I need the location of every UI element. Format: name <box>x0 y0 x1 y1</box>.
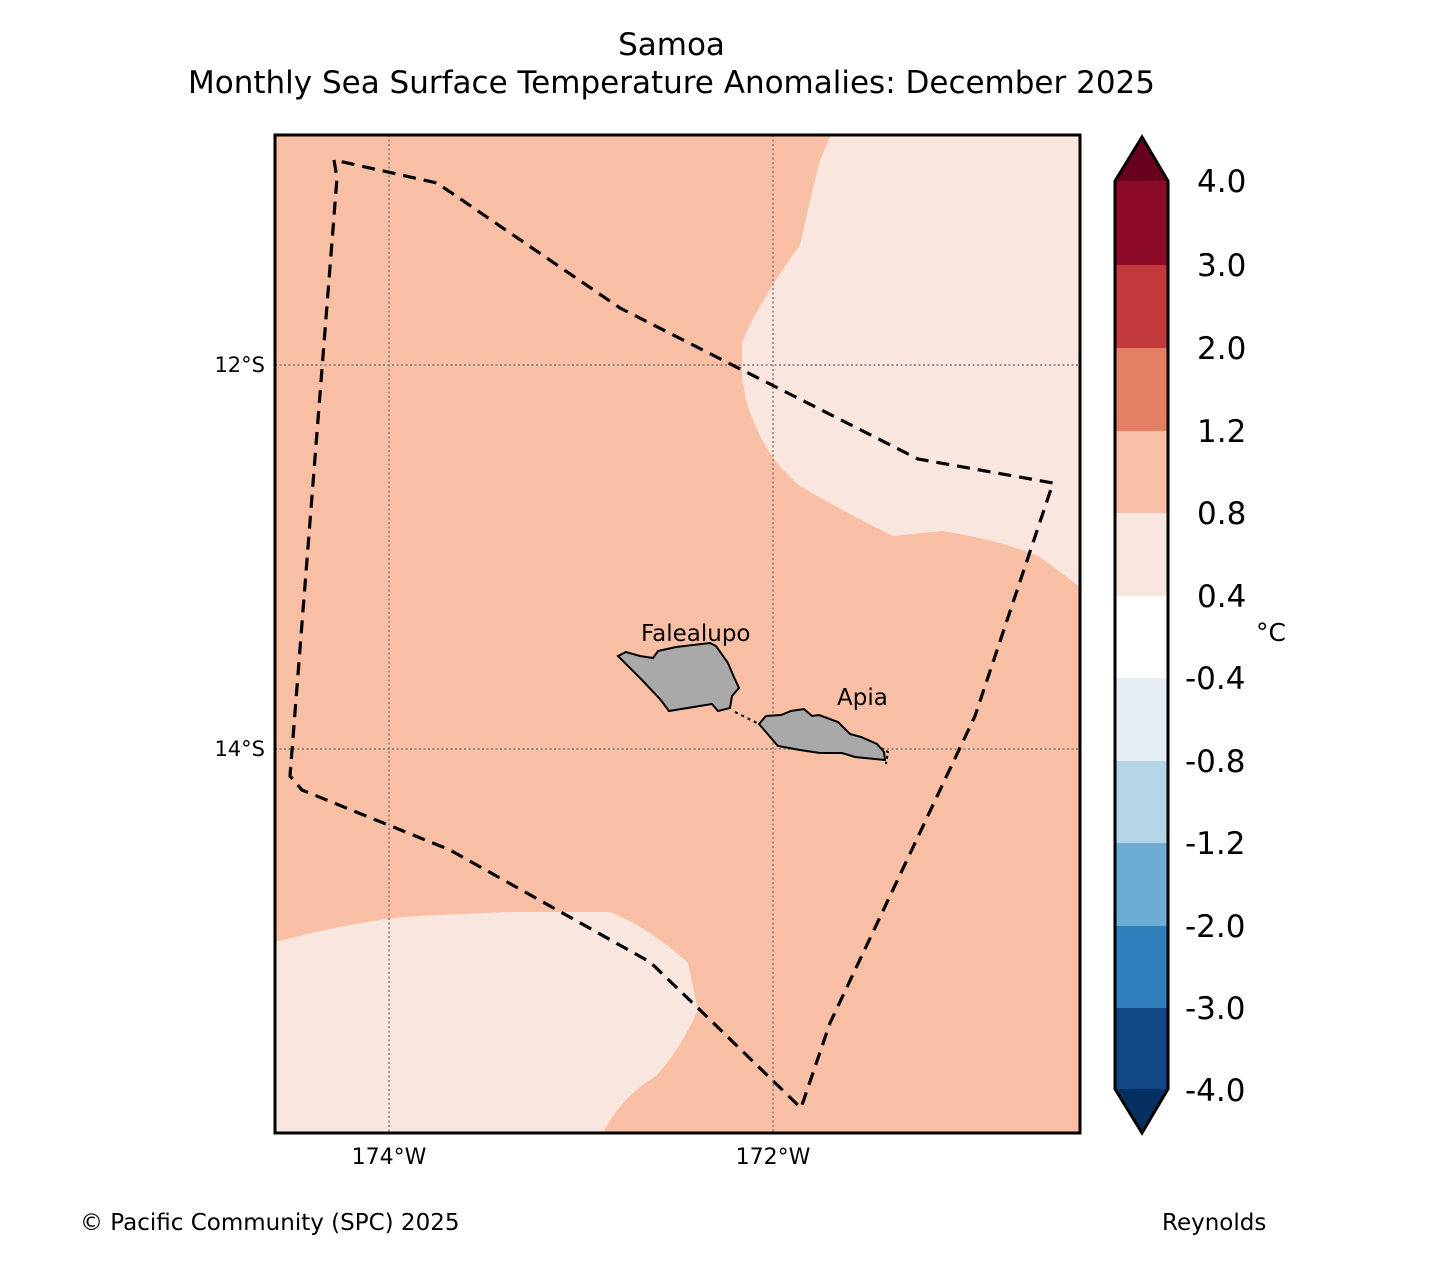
colorbar-band-neg0.4-0.4 <box>1115 596 1168 678</box>
colorbar-tick-labels: 4.0 3.0 2.0 1.2 0.8 0.4 -0.4 -0.8 -1.2 -… <box>1185 164 1246 1109</box>
colorbar-tick-label: -2.0 <box>1185 909 1246 945</box>
map-title: Samoa <box>618 27 725 63</box>
colorbar-tick-label: -4.0 <box>1185 1073 1246 1109</box>
colorbar-tick-label: 3.0 <box>1197 248 1246 284</box>
colorbar-band-2.0-3.0 <box>1115 265 1168 348</box>
colorbar-tick-label: 0.8 <box>1197 496 1246 532</box>
anomaly-fill-0.4-0.8-northeast <box>742 135 1080 587</box>
colorbar-outline <box>1113 134 1170 1136</box>
colorbar-band-neg0.8-neg0.4 <box>1115 678 1168 761</box>
upolu-island <box>757 707 887 762</box>
colorbar-tick-label: -3.0 <box>1185 991 1246 1027</box>
colorbar-extend-low <box>1115 1089 1168 1133</box>
colorbar-band-neg4.0-neg3.0 <box>1115 1008 1168 1089</box>
eastern-islets <box>880 747 890 765</box>
colorbar-band-neg2.0-neg1.2 <box>1115 843 1168 926</box>
lon-label-174w: 174°W <box>352 1145 427 1170</box>
colorbar-tick-label: 0.4 <box>1197 579 1246 615</box>
colorbar-band-neg3.0-neg2.0 <box>1115 926 1168 1008</box>
copyright-notice: © Pacific Community (SPC) 2025 <box>80 1210 460 1236</box>
colorbar-tick-label: -1.2 <box>1185 826 1246 862</box>
colorbar-tick-label: 4.0 <box>1197 164 1246 200</box>
colorbar-band-neg1.2-neg0.8 <box>1115 761 1168 843</box>
colorbar-tick-label: -0.8 <box>1185 744 1246 780</box>
savaii-island <box>616 641 741 713</box>
lat-label-12s: 12°S <box>214 353 265 377</box>
colorbar-tick-label: 2.0 <box>1197 331 1246 367</box>
colorbar-tick-label: 1.2 <box>1197 414 1246 450</box>
lon-label-172w: 172°W <box>736 1145 811 1170</box>
map-subtitle: Monthly Sea Surface Temperature Anomalie… <box>187 65 1155 101</box>
colorbar-band-1.2-2.0 <box>1115 348 1168 431</box>
map-panel <box>275 135 1080 1133</box>
anomaly-fill-0.4-0.8-southwest <box>275 912 698 1133</box>
colorbar-band-3.0-4.0 <box>1115 181 1168 265</box>
colorbar-unit-label: °C <box>1256 618 1286 647</box>
map-frame <box>273 133 1082 1135</box>
data-source-label: Reynolds <box>1162 1210 1267 1236</box>
place-label-falealupo: Falealupo <box>641 621 751 647</box>
lat-label-14s: 14°S <box>214 737 265 761</box>
colorbar-extend-high <box>1115 137 1168 181</box>
eez-boundary <box>288 157 1056 1111</box>
colorbar-band-0.4-0.8 <box>1115 513 1168 596</box>
colorbar-tick-label: -0.4 <box>1185 661 1246 697</box>
colorbar: 4.0 3.0 2.0 1.2 0.8 0.4 -0.4 -0.8 -1.2 -… <box>1113 134 1286 1136</box>
place-label-apia: Apia <box>837 685 888 711</box>
colorbar-band-0.8-1.2 <box>1115 431 1168 513</box>
gridlines <box>275 135 1080 1133</box>
